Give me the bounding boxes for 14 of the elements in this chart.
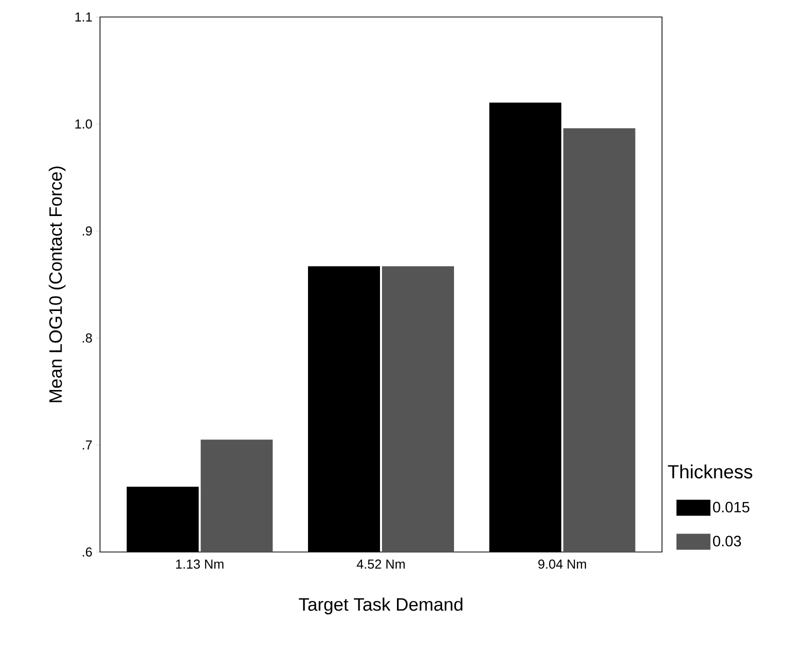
x-axis-title: Target Task Demand xyxy=(298,598,462,614)
y-axis-title: Mean LOG10 (Contact Force) xyxy=(48,166,66,402)
y-tick-label: .6 xyxy=(82,547,92,557)
x-tick-label: 1.13 Nm xyxy=(176,560,224,569)
y-tick-label: .9 xyxy=(82,226,92,236)
y-tick-label: .7 xyxy=(82,440,92,450)
y-tick-label: 1.1 xyxy=(75,12,92,22)
legend-title: Thickness xyxy=(668,464,752,478)
x-tick-label: 4.52 Nm xyxy=(356,560,405,569)
legend-label: 0.015 xyxy=(713,502,750,512)
x-tick-label: 9.04 Nm xyxy=(538,560,586,569)
legend-label: 0.03 xyxy=(713,536,741,546)
y-tick-label: 1.0 xyxy=(75,119,92,129)
y-tick-label: .8 xyxy=(82,333,92,343)
